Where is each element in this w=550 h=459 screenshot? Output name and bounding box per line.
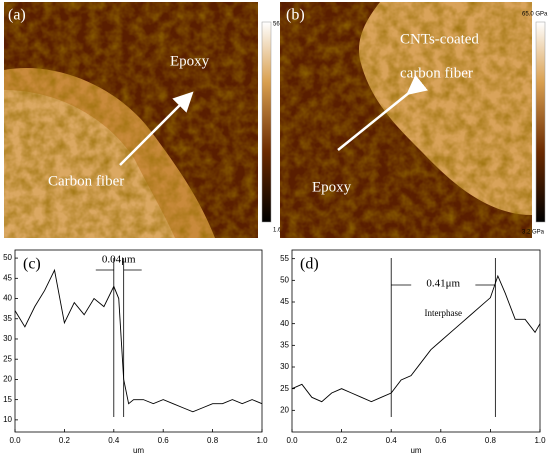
x-tick-label: 0.6: [435, 436, 447, 445]
y-tick-label: 50: [3, 253, 12, 262]
x-tick-label: 0.0: [9, 436, 21, 445]
y-tick-label: 40: [280, 319, 289, 328]
y-tick-label: 25: [280, 384, 289, 393]
x-tick-label: 1.0: [256, 436, 268, 445]
profile-line: [14, 268, 263, 413]
y-tick-label: 55: [280, 254, 289, 263]
panel-label: (b): [286, 7, 305, 24]
image-label: Epoxy: [312, 179, 352, 195]
panel-label: (c): [23, 256, 41, 273]
x-tick-label: 0.0: [286, 436, 298, 445]
y-tick-label: 15: [3, 395, 12, 404]
image-label: CNTs-coated: [400, 31, 479, 47]
annotation: Interphase: [425, 308, 462, 318]
y-tick-label: 10: [3, 415, 12, 424]
afm-image-b: [280, 2, 532, 238]
y-tick-label: 30: [3, 334, 12, 343]
x-tick-label: 0.8: [485, 436, 497, 445]
y-tick-label: 20: [3, 375, 12, 384]
panel-label: (d): [300, 256, 319, 273]
y-tick-label: 35: [3, 314, 12, 323]
y-tick-label: 45: [3, 273, 12, 282]
colorbar-a: [261, 21, 272, 223]
profile-line: [291, 274, 541, 403]
annotation: 0.41μm: [426, 278, 460, 290]
panel-label: (a): [8, 7, 26, 24]
colorbar-b: [535, 21, 546, 223]
plot-frame: [291, 249, 541, 433]
afm-image-a: [4, 2, 258, 238]
y-tick-label: 50: [280, 275, 289, 284]
x-tick-label: 0.8: [207, 436, 219, 445]
x-axis-label: um: [133, 446, 144, 455]
y-tick-label: 40: [3, 294, 12, 303]
x-tick-label: 0.4: [108, 436, 120, 445]
y-tick-label: 30: [280, 362, 289, 371]
y-tick-label: 45: [280, 297, 289, 306]
x-tick-label: 1.0: [534, 436, 546, 445]
x-axis-label: um: [410, 446, 421, 455]
y-tick-label: 35: [280, 340, 289, 349]
image-label: Epoxy: [170, 53, 210, 69]
x-tick-label: 0.2: [336, 436, 348, 445]
plot-frame: [14, 249, 263, 433]
image-label: Carbon fiber: [48, 173, 124, 189]
annotation: 0.04μm: [102, 254, 136, 266]
y-tick-label: 20: [280, 405, 289, 414]
x-tick-label: 0.4: [386, 436, 398, 445]
x-tick-label: 0.2: [59, 436, 71, 445]
scale-max: 65.0 GPa: [522, 12, 548, 18]
x-tick-label: 0.6: [158, 436, 170, 445]
scale-min: 3.2 GPa: [522, 230, 545, 236]
image-label: carbon fiber: [400, 65, 473, 81]
y-tick-label: 25: [3, 354, 12, 363]
